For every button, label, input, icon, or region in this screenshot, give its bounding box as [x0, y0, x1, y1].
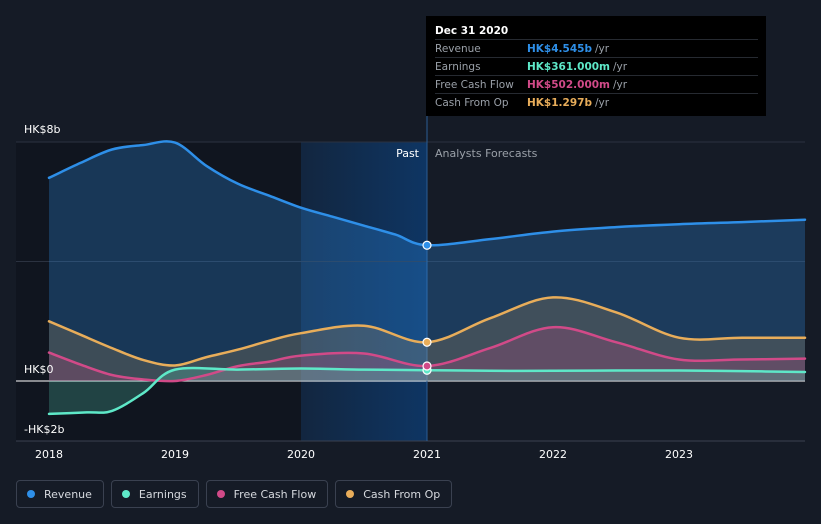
area-earnings [49, 367, 805, 414]
chart-legend: Revenue Earnings Free Cash Flow Cash Fro… [16, 480, 453, 508]
recent-past-shade [301, 142, 427, 441]
legend-label: Revenue [44, 487, 92, 501]
tooltip-value: HK$4.545b [527, 42, 592, 55]
legend-dot-icon [27, 490, 35, 498]
x-tick-label: 2018 [35, 448, 63, 461]
legend-item-cash-from-op[interactable]: Cash From Op [335, 480, 453, 508]
tooltip-row-free-cash-flow: Free Cash Flow HK$502.000m /yr [435, 75, 758, 93]
legend-item-free-cash-flow[interactable]: Free Cash Flow [205, 480, 329, 508]
data-tooltip: Dec 31 2020 Revenue HK$4.545b /yr Earnin… [426, 16, 766, 116]
past-label: Past [396, 147, 420, 160]
tooltip-title: Dec 31 2020 [435, 25, 509, 37]
line-revenue [47, 140, 807, 247]
marker-revenue [422, 240, 432, 250]
line-earnings [47, 366, 807, 416]
financials-chart: HK$8b HK$0 -HK$2b 2018 2019 2020 2021 2022 2023 P… [16, 116, 807, 461]
x-tick-label: 2019 [161, 448, 189, 461]
legend-item-revenue[interactable]: Revenue [16, 480, 104, 508]
line-free-cash-flow [47, 325, 807, 383]
x-tick-label: 2022 [539, 448, 567, 461]
x-tick-label: 2023 [665, 448, 693, 461]
legend-label: Cash From Op [363, 487, 441, 501]
tooltip-unit: /yr [594, 96, 610, 109]
forecast-label: Analysts Forecasts [435, 147, 538, 160]
marker-free-cash-flow [422, 361, 432, 371]
y-tick-label: HK$8b [24, 123, 60, 136]
tooltip-row-earnings: Earnings HK$361.000m /yr [435, 57, 758, 75]
tooltip-unit: /yr [613, 78, 628, 91]
tooltip-value: HK$502.000m [527, 78, 610, 91]
tooltip-row-revenue: Revenue HK$4.545b /yr [435, 39, 758, 57]
area-cash-from-op [49, 297, 805, 381]
tooltip-unit: /yr [613, 60, 628, 73]
line-cash-from-op [47, 296, 807, 367]
tooltip-label: Cash From Op [435, 96, 509, 109]
y-tick-label: HK$0 [24, 363, 53, 376]
past-region-shade [16, 142, 301, 441]
legend-dot-icon [346, 490, 355, 498]
tooltip-value: HK$1.297b [527, 96, 592, 109]
area-free-cash-flow [49, 327, 805, 382]
tooltip-unit: /yr [594, 42, 610, 55]
tooltip-label: Free Cash Flow [435, 78, 514, 91]
legend-label: Free Cash Flow [233, 487, 317, 501]
tooltip-label: Revenue [435, 42, 481, 55]
tooltip-row-cash-from-op: Cash From Op HK$1.297b /yr [435, 93, 758, 111]
legend-label: Earnings [138, 487, 187, 501]
legend-dot-icon [216, 490, 225, 498]
marker-cash-from-op [422, 337, 432, 347]
legend-item-earnings[interactable]: Earnings [110, 480, 199, 508]
x-tick-label: 2020 [287, 448, 315, 461]
tooltip-label: Earnings [435, 60, 481, 73]
x-tick-label: 2021 [413, 448, 441, 461]
area-revenue [49, 141, 805, 381]
legend-dot-icon [121, 490, 130, 498]
y-tick-label: -HK$2b [24, 423, 64, 436]
tooltip-value: HK$361.000m [527, 60, 610, 73]
